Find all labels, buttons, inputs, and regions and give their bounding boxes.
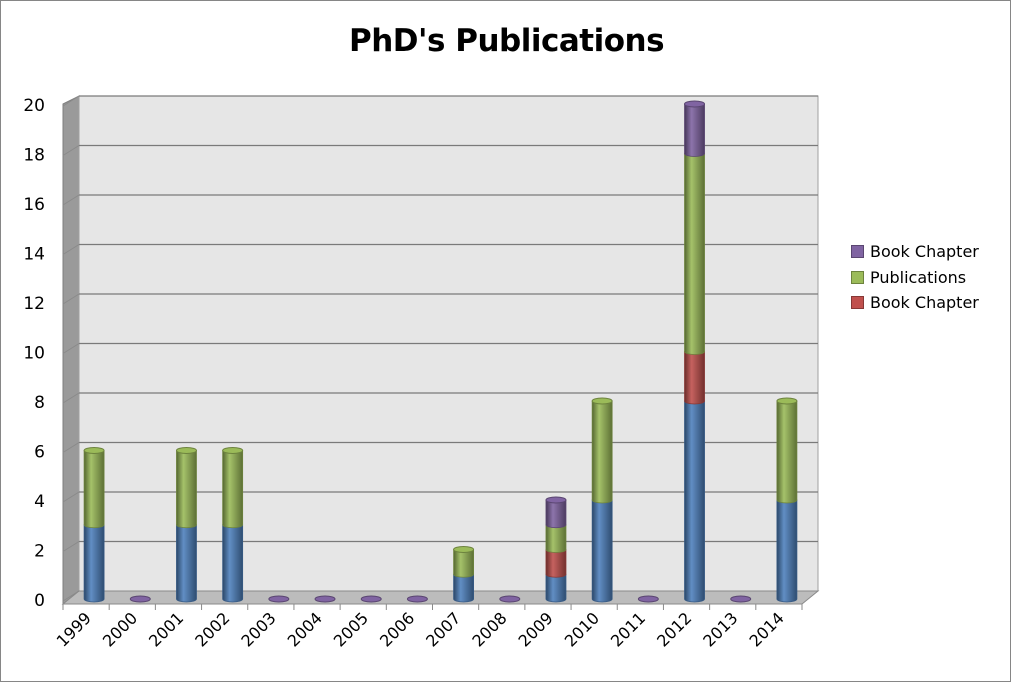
bar-segment-book-chapter (545, 549, 567, 578)
bar-segment-publications (176, 450, 197, 529)
legend-swatch (851, 296, 864, 310)
bar-empty-cap (730, 595, 752, 603)
bar-segment-series-1 (776, 499, 798, 603)
bar-top-cap (684, 100, 706, 108)
bar-top-cap (453, 546, 475, 553)
legend-swatch (851, 245, 864, 259)
gridline-side (62, 491, 80, 503)
gridline-side (62, 392, 80, 404)
bar-top-cap (83, 447, 105, 454)
gridline-side (62, 194, 80, 206)
bar-segment-publications (222, 450, 244, 529)
y-tick-label: 6 (34, 443, 45, 463)
x-tick-label: 2006 (376, 608, 418, 650)
legend-item: Book Chapter (851, 290, 979, 316)
bar-segment-series-1 (684, 400, 705, 603)
bar-segment-publications (591, 400, 613, 504)
bar-top-cap (776, 397, 798, 405)
x-tick-label: 2007 (422, 608, 464, 650)
y-tick-label: 14 (23, 245, 45, 265)
x-tick-label: 2008 (468, 608, 510, 650)
x-tick-label: 2011 (607, 608, 649, 650)
y-tick-label: 4 (34, 492, 45, 512)
bar-segment-publications (776, 400, 798, 504)
x-tick-label: 2009 (515, 608, 557, 650)
y-tick-label: 2 (34, 542, 45, 562)
bar-segment-publications (83, 450, 105, 529)
gridline-side (62, 95, 80, 107)
legend-label: Publications (870, 267, 967, 287)
x-tick-label: 2014 (746, 608, 788, 650)
x-tick-label: 1999 (53, 608, 95, 650)
bar-segment-series-1 (453, 573, 474, 603)
y-tick-label: 20 (23, 96, 45, 116)
x-tick-label: 2005 (330, 608, 372, 650)
x-tick-label: 2003 (237, 608, 279, 650)
bar-segment-book-chapter (684, 351, 705, 405)
x-tick-label: 2004 (284, 608, 326, 650)
bar-segment-book-chapter (545, 499, 567, 529)
bar-top-cap (591, 397, 613, 405)
bar-empty-cap (314, 595, 336, 603)
bar-empty-cap (360, 595, 382, 603)
y-tick-label: 8 (34, 393, 45, 413)
bar-segment-publications (545, 524, 567, 553)
legend-swatch (851, 270, 864, 284)
gridline-side (62, 244, 80, 255)
bar-segment-series-1 (222, 524, 244, 603)
y-tick-label: 18 (23, 146, 45, 166)
x-tick-label: 2001 (145, 608, 187, 650)
bar-empty-cap (499, 595, 521, 603)
x-tick-label: 2012 (653, 608, 695, 650)
bar-empty-cap (406, 595, 428, 603)
chart-title: PhD's Publications (348, 23, 665, 59)
x-tick-label: 2002 (191, 608, 233, 650)
bar-empty-cap (268, 595, 290, 603)
gridline-side (62, 293, 80, 305)
gridline-side (62, 541, 80, 552)
x-tick-label: 2013 (699, 608, 741, 650)
bar-segment-series-1 (545, 573, 567, 603)
bar-segment-book-chapter (684, 103, 705, 157)
gridline-side (62, 590, 80, 602)
bar-segment-publications (453, 549, 474, 578)
bar-segment-publications (684, 153, 705, 355)
bar-segment-series-1 (591, 499, 613, 603)
y-tick-label: 0 (34, 591, 45, 611)
gridline-side (62, 442, 80, 453)
legend: Book Chapter Publications Book Chapter (851, 239, 979, 316)
legend-label: Book Chapter (870, 242, 979, 262)
gridline-side (62, 343, 80, 354)
bar-top-cap (545, 496, 567, 504)
y-tick-label: 16 (23, 195, 45, 215)
bar-segment-series-1 (176, 524, 197, 603)
bar-empty-cap (129, 595, 151, 603)
y-tick-label: 12 (23, 294, 45, 314)
legend-item: Publications (851, 265, 979, 291)
bar-segment-series-1 (83, 524, 105, 603)
bar-empty-cap (637, 595, 659, 603)
bar-top-cap (222, 447, 244, 454)
side-wall (62, 95, 80, 606)
y-tick-label: 10 (23, 344, 45, 364)
legend-label: Book Chapter (870, 293, 979, 313)
legend-item: Book Chapter (851, 239, 979, 265)
bar-top-cap (175, 447, 197, 454)
x-tick-label: 2000 (99, 608, 141, 650)
gridline-side (62, 145, 80, 156)
x-tick-label: 2010 (561, 608, 603, 650)
